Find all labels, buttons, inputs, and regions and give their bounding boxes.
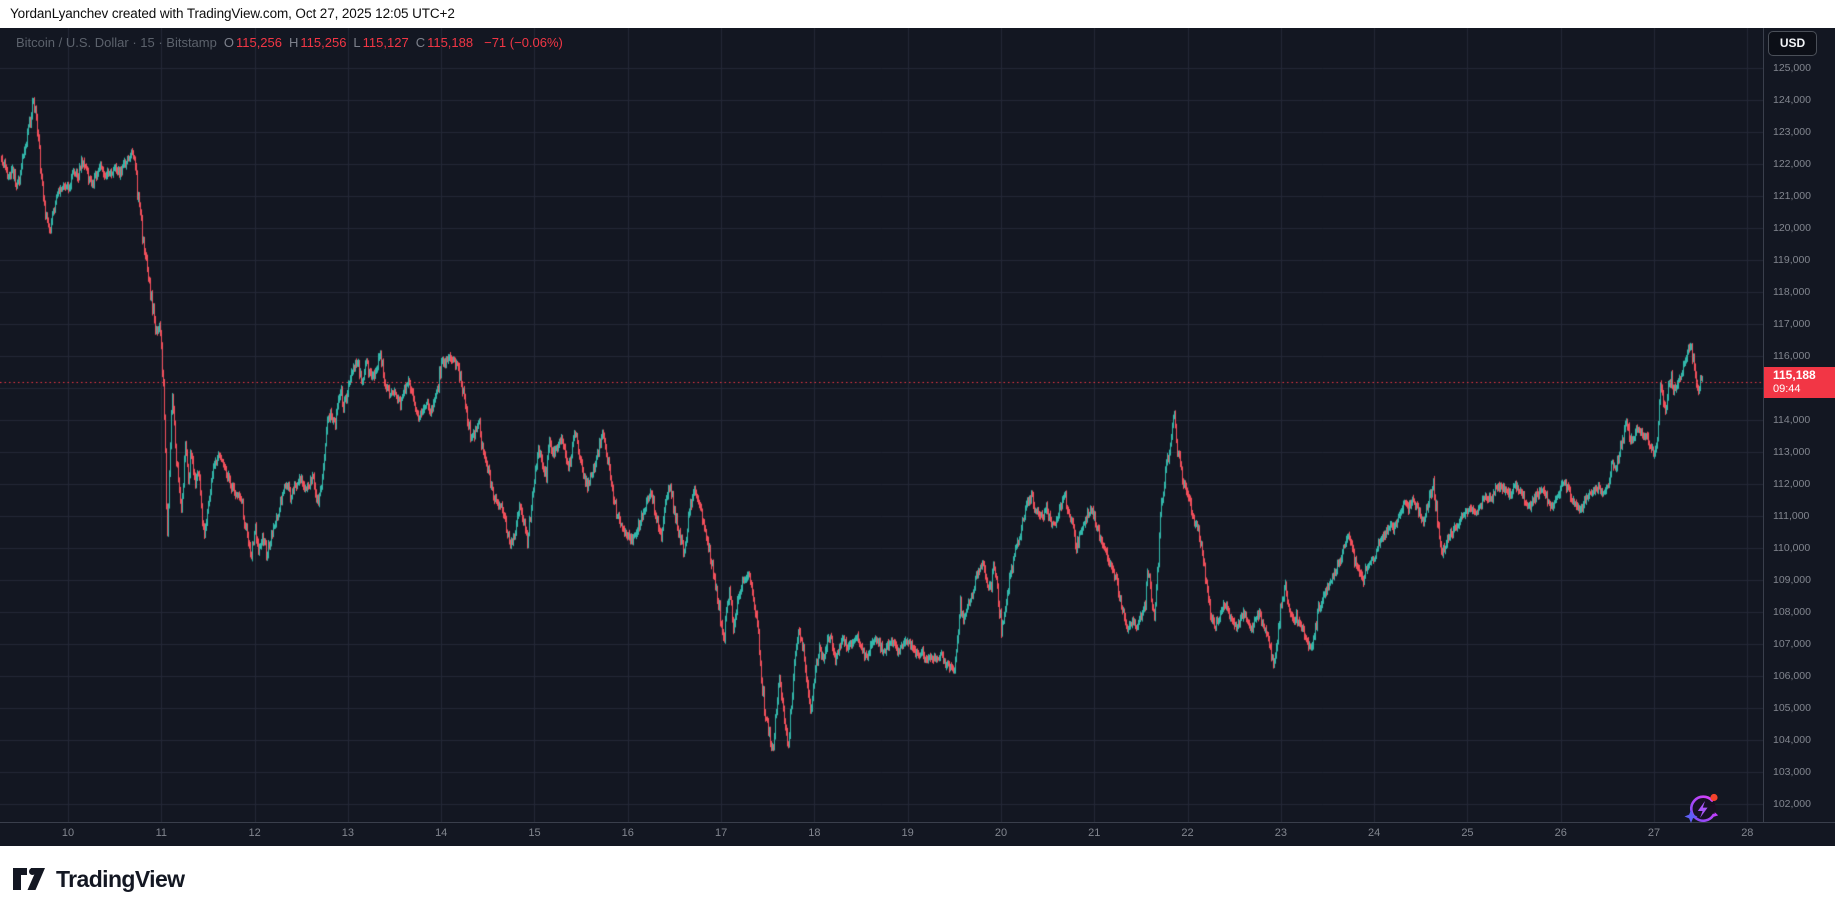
price-axis-label: 119,000 — [1773, 253, 1811, 266]
time-axis-label: 23 — [1274, 827, 1287, 839]
tradingview-logo-icon — [13, 867, 45, 890]
ohlc-low: L 115,127 — [353, 35, 408, 50]
open-value: 115,256 — [235, 34, 282, 50]
attribution-bar: YordanLyanchev created with TradingView.… — [0, 0, 1835, 28]
price-axis-label: 120,000 — [1773, 221, 1811, 234]
close-label: C — [415, 34, 426, 50]
time-axis-label: 10 — [61, 827, 75, 839]
symbol-title: Bitcoin / U.S. Dollar · 15 · Bitstamp — [16, 34, 217, 50]
time-axis-label: 26 — [1554, 827, 1567, 839]
lightning-boost-icon[interactable] — [1684, 789, 1722, 827]
price-axis-label: 112,000 — [1773, 477, 1811, 490]
ohlc-close: C 115,188 — [416, 35, 473, 50]
price-axis-label: 102,000 — [1773, 797, 1811, 810]
price-axis-label: 105,000 — [1773, 701, 1811, 714]
brand-name: TradingView — [56, 866, 185, 892]
candlestick-chart-canvas[interactable] — [0, 28, 1763, 822]
time-axis-label: 17 — [714, 827, 728, 839]
footer-bar: TradingView — [0, 846, 1835, 909]
high-value: 115,256 — [300, 34, 347, 50]
attribution-text: YordanLyanchev created with TradingView.… — [10, 6, 455, 21]
ohlc-open: O 115,256 — [224, 35, 282, 50]
low-value: 115,127 — [362, 34, 409, 50]
currency-usd-button[interactable]: USD — [1768, 31, 1817, 56]
price-axis-label: 104,000 — [1773, 733, 1811, 746]
price-axis-label: 110,000 — [1773, 541, 1811, 554]
high-label: H — [289, 34, 299, 50]
price-axis-label: 114,000 — [1773, 413, 1811, 426]
price-axis-label: 113,000 — [1773, 445, 1811, 458]
price-axis-label: 103,000 — [1773, 765, 1811, 778]
badge-last-price: 115,188 — [1773, 367, 1816, 382]
open-label: O — [223, 34, 234, 50]
tradingview-brand-link[interactable]: TradingView — [13, 866, 185, 893]
close-value: 115,188 — [427, 34, 474, 50]
notification-dot — [1710, 793, 1718, 802]
time-axis-label: 27 — [1647, 827, 1661, 839]
time-axis-label: 21 — [1088, 827, 1101, 839]
price-axis-label: 111,000 — [1773, 509, 1810, 522]
time-axis[interactable]: 10 11 12 13 14 15 16 17 18 19 20 21 22 23 24 25 26 27 28 — [0, 822, 1835, 846]
ohlc-high: H 115,256 — [289, 35, 346, 50]
price-axis[interactable]: USD 115,188 09:44 125,000 124,000 123,000 1… — [1763, 28, 1835, 846]
price-axis-label: 107,000 — [1773, 637, 1811, 650]
price-axis-label: 106,000 — [1773, 669, 1811, 682]
change-value: −71 (−0.06%) — [484, 34, 563, 50]
price-axis-label: 118,000 — [1773, 285, 1811, 298]
time-axis-label: 20 — [994, 827, 1008, 839]
time-axis-label: 15 — [528, 827, 541, 839]
sparkle-star — [1684, 810, 1698, 823]
chart-region: Bitcoin / U.S. Dollar · 15 · Bitstamp O … — [0, 28, 1835, 846]
price-axis-label: 125,000 — [1773, 61, 1811, 74]
time-axis-label: 13 — [341, 827, 355, 839]
time-axis-label: 11 — [155, 827, 168, 839]
price-axis-label: 117,000 — [1773, 317, 1811, 330]
price-axis-label: 108,000 — [1773, 605, 1811, 618]
price-line-badge: 115,188 09:44 — [1764, 366, 1835, 398]
time-axis-label: 19 — [901, 827, 914, 839]
symbol-legend[interactable]: Bitcoin / U.S. Dollar · 15 · Bitstamp O … — [16, 34, 563, 50]
price-axis-label: 109,000 — [1773, 573, 1811, 586]
price-axis-label: 124,000 — [1773, 93, 1811, 106]
low-label: L — [353, 34, 361, 50]
boost-arrowhead — [1713, 812, 1719, 817]
price-axis-label: 116,000 — [1773, 349, 1811, 362]
time-axis-label: 18 — [808, 827, 821, 839]
price-axis-label: 121,000 — [1773, 189, 1811, 202]
price-axis-label: 122,000 — [1773, 157, 1811, 170]
time-axis-label: 24 — [1368, 827, 1381, 839]
time-axis-label: 28 — [1741, 827, 1754, 839]
time-axis-label: 22 — [1181, 827, 1194, 839]
lightning-bolt-glyph — [1697, 801, 1708, 818]
price-axis-label: 123,000 — [1773, 125, 1811, 138]
time-axis-label: 14 — [435, 827, 448, 839]
badge-countdown: 09:44 — [1773, 382, 1801, 395]
time-axis-label: 12 — [248, 827, 261, 839]
time-axis-label: 25 — [1461, 827, 1474, 839]
boost-circular-arrow — [1689, 795, 1715, 822]
time-axis-label: 16 — [621, 827, 634, 839]
